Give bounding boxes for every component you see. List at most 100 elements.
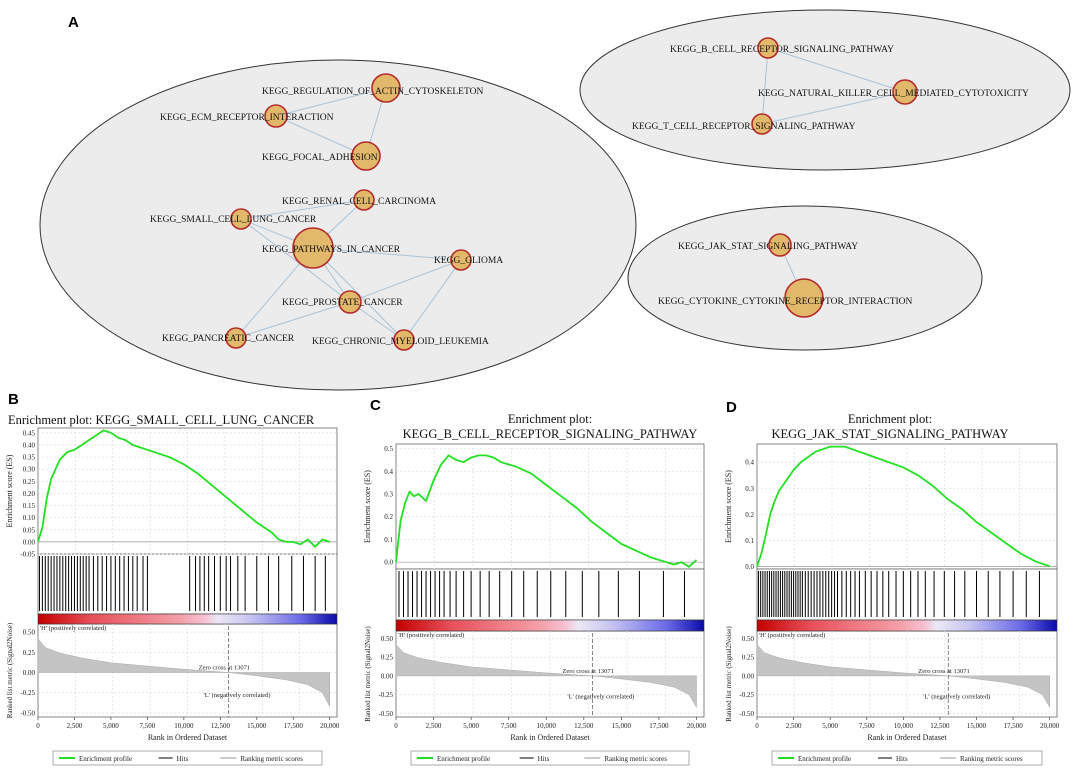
cluster-2-ellipse	[579, 9, 1071, 171]
rank-tick-label: 0.25	[23, 649, 36, 657]
node-label-nk: KEGG_NATURAL_KILLER_CELL_MEDIATED_CYTOTO…	[758, 89, 1029, 99]
node-pathways	[292, 227, 334, 269]
es-frame	[756, 443, 1058, 570]
plot-title-c: Enrichment plot:	[508, 412, 592, 426]
negative-correlation-label: 'L' (negatively correlated)	[204, 692, 271, 699]
x-tick-label: 5,000	[463, 722, 479, 730]
positive-correlation-label: 'H' (positively correlated)	[759, 632, 825, 639]
rank-tick-label: 0.50	[742, 635, 755, 643]
es-tick-label: 0.0	[384, 559, 393, 567]
es-tick-label: 0.35	[23, 454, 36, 462]
enrichment-plot-b: Enrichment plot: KEGG_SMALL_CELL_LUNG_CA…	[5, 413, 340, 766]
x-axis-label: Rank in Ordered Dataset	[148, 733, 228, 742]
rank-metric-area	[756, 643, 1050, 709]
network-edges	[235, 47, 906, 341]
edge-glioma-prostate	[349, 259, 462, 303]
x-tick-label: 20,000	[320, 722, 340, 730]
edge-bcell-nk	[767, 47, 906, 93]
es-tick-label: 0.5	[384, 445, 393, 453]
x-tick-label: 20,000	[1040, 722, 1060, 730]
node-label-ecm: KEGG_ECM_RECEPTOR_INTERACTION	[160, 113, 334, 123]
node-label-sclc: KEGG_SMALL_CELL_LUNG_CANCER	[150, 215, 317, 225]
x-tick-label: 0	[36, 722, 40, 730]
plot-title-b: Enrichment plot: KEGG_SMALL_CELL_LUNG_CA…	[8, 413, 315, 427]
x-tick-label: 7,500	[140, 722, 156, 730]
es-tick-label: 0.3	[384, 491, 393, 499]
node-tcell	[751, 113, 773, 135]
x-tick-label: 12,500	[930, 722, 950, 730]
plot-title-c-line2: KEGG_B_CELL_RECEPTOR_SIGNALING_PATHWAY	[403, 427, 698, 441]
edge-renal-sclc	[240, 199, 365, 220]
legend-enrichment-label: Enrichment profile	[437, 755, 490, 763]
x-axis-label: Rank in Ordered Dataset	[510, 733, 590, 742]
x-tick-label: 20,000	[687, 722, 707, 730]
es-axis-label: Enrichment score (ES)	[5, 454, 14, 527]
negative-correlation-label: 'L' (negatively correlated)	[567, 693, 634, 700]
x-tick-label: 15,000	[967, 722, 987, 730]
rank-metric-area	[37, 637, 330, 707]
negative-correlation-label: 'L' (negatively correlated)	[923, 693, 990, 700]
node-label-actin: KEGG_REGULATION_OF_ACTIN_CYTOSKELETON	[262, 87, 483, 97]
rank-tick-label: -0.50	[739, 710, 754, 718]
rank-tick-label: 0.00	[23, 669, 36, 677]
edge-ecm-focal	[275, 115, 367, 157]
x-tick-label: 2,500	[786, 722, 802, 730]
es-tick-label: 0.45	[23, 429, 36, 437]
color-bar	[756, 619, 1058, 632]
legend-hits-label: Hits	[896, 755, 908, 763]
x-tick-label: 17,500	[649, 722, 669, 730]
es-curve	[756, 445, 1051, 568]
edge-actin-ecm	[275, 87, 387, 117]
node-jak	[768, 233, 792, 257]
node-label-cytokine: KEGG_CYTOKINE_CYTOKINE_RECEPTOR_INTERACT…	[658, 297, 913, 307]
es-tick-label: 0.10	[23, 514, 36, 522]
legend-ranking-label: Ranking metric scores	[240, 755, 303, 763]
node-label-tcell: KEGG_T_CELL_RECEPTOR_SIGNALING_PATHWAY	[632, 122, 856, 132]
hits-frame	[395, 568, 705, 621]
positive-correlation-label: 'H' (positively correlated)	[40, 625, 106, 632]
edge-sclc-prostate	[240, 218, 351, 303]
x-axis-label: Rank in Ordered Dataset	[867, 733, 947, 742]
zero-cross-label: Zero cross at 13071	[199, 664, 250, 671]
x-tick-label: 7,500	[859, 722, 875, 730]
es-tick-label: 0.20	[23, 490, 36, 498]
node-label-pathways: KEGG_PATHWAYS_IN_CANCER	[262, 245, 401, 255]
plot-title-d: Enrichment plot:	[848, 412, 932, 426]
es-tick-label: 0.15	[23, 502, 36, 510]
plot-title-d-line2: KEGG_JAK_STAT_SIGNALING_PATHWAY	[772, 427, 1009, 441]
es-tick-label: 0.3	[745, 485, 754, 493]
node-label-prostate: KEGG_PROSTATE_CANCER	[282, 298, 403, 308]
rank-metric-area	[395, 643, 697, 709]
x-tick-label: 12,500	[211, 722, 231, 730]
es-tick-label: 0.40	[23, 441, 36, 449]
x-tick-label: 2,500	[426, 722, 442, 730]
color-bar	[37, 613, 338, 625]
node-focal	[351, 141, 381, 171]
rank-tick-label: -0.50	[378, 710, 393, 718]
color-bar	[395, 619, 705, 632]
legend-hits-label: Hits	[538, 755, 550, 763]
rank-tick-label: 0.50	[23, 629, 36, 637]
rank-tick-label: 0.50	[381, 635, 394, 643]
node-label-jak: KEGG_JAK_STAT_SIGNALING_PATHWAY	[678, 242, 858, 252]
legend-enrichment-label: Enrichment profile	[798, 755, 851, 763]
panel-label-a: A	[68, 14, 79, 31]
es-axis-label: Enrichment score (ES)	[363, 470, 372, 543]
x-tick-label: 10,000	[894, 722, 914, 730]
x-tick-label: 0	[394, 722, 398, 730]
x-tick-label: 15,000	[247, 722, 267, 730]
rank-tick-label: -0.50	[20, 709, 35, 717]
edge-nk-tcell	[761, 91, 906, 125]
es-axis-label: Enrichment score (ES)	[724, 470, 733, 543]
node-label-glioma: KEGG_GLIOMA	[434, 256, 503, 266]
es-tick-label: 0.00	[23, 538, 36, 546]
rank-tick-label: 0.00	[742, 672, 755, 680]
node-prostate	[338, 290, 362, 314]
zero-cross-label: Zero cross at 13071	[918, 668, 969, 675]
node-cml	[393, 329, 415, 351]
x-tick-label: 5,000	[822, 722, 838, 730]
rank-tick-label: 0.00	[381, 672, 394, 680]
enrichment-plot-c: Enrichment plot: KEGG_B_CELL_RECEPTOR_SI…	[363, 412, 707, 766]
es-frame	[37, 427, 338, 555]
